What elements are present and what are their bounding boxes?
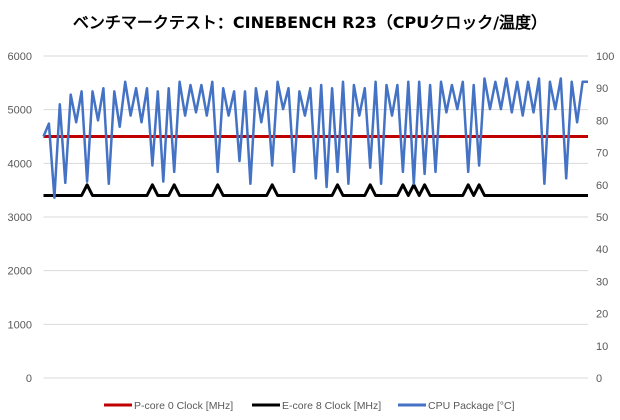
right-tick-label: 100 [596, 51, 614, 63]
right-tick-label: 80 [596, 115, 608, 127]
left-tick-label: 2000 [8, 266, 32, 278]
right-tick-label: 30 [596, 276, 608, 288]
left-tick-label: 6000 [8, 51, 32, 63]
legend-label: E-core 8 Clock [MHz] [282, 400, 381, 412]
legend: P-core 0 Clock [MHz] E-core 8 Clock [MHz]… [104, 400, 515, 412]
right-tick-label: 0 [596, 373, 602, 385]
right-tick-label: 50 [596, 212, 608, 224]
right-tick-label: 10 [596, 341, 608, 353]
left-tick-label: 5000 [8, 105, 32, 117]
legend-label: P-core 0 Clock [MHz] [134, 400, 233, 412]
right-tick-label: 60 [596, 180, 608, 192]
gridlines [43, 55, 588, 379]
series-line-1 [43, 183, 588, 197]
left-tick-label: 4000 [8, 158, 32, 170]
left-tick-label: 3000 [8, 212, 32, 224]
left-axis-ticks: 0 1000 2000 3000 4000 5000 6000 [8, 51, 32, 385]
series-line-2 [42, 77, 588, 199]
right-tick-label: 20 [596, 309, 608, 321]
legend-label: CPU Package [°C] [428, 400, 515, 412]
left-tick-label: 0 [26, 373, 32, 385]
left-tick-label: 1000 [8, 319, 32, 331]
chart-title: ベンチマークテスト：CINEBENCH R23（CPUクロック/温度） [73, 13, 547, 32]
series-lines [42, 77, 588, 199]
right-tick-label: 90 [596, 83, 608, 95]
right-tick-label: 40 [596, 244, 608, 256]
right-axis-ticks: 0 10 20 30 40 50 60 70 80 90 100 [596, 51, 614, 385]
right-tick-label: 70 [596, 148, 608, 160]
